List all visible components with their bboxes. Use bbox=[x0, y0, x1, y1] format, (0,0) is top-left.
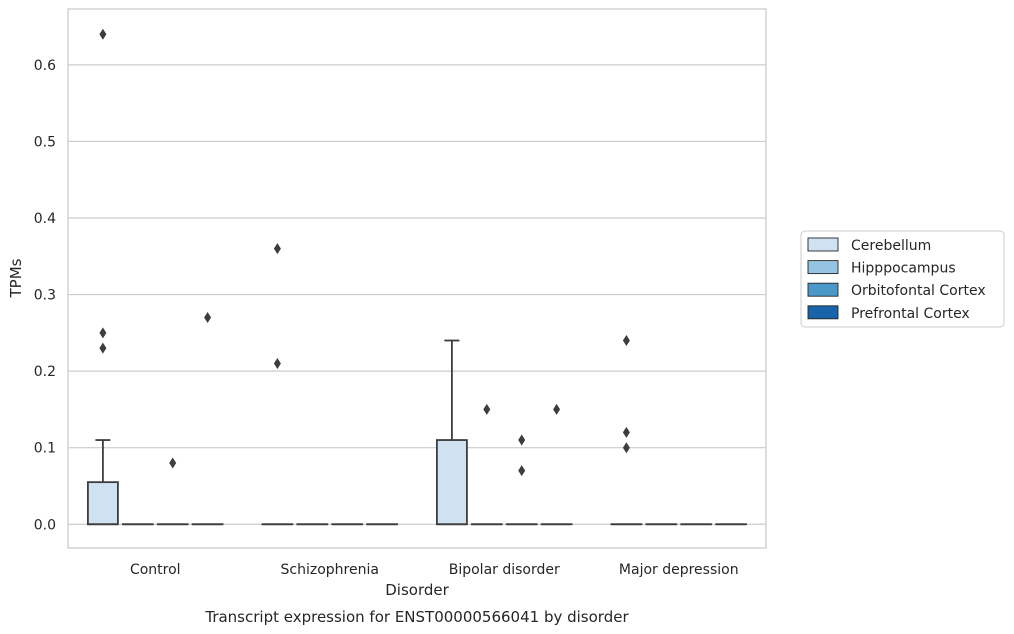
outlier-point bbox=[99, 28, 107, 40]
legend: Cerebellum Hipppocampus Orbitofontal Corte… bbox=[800, 230, 1005, 328]
outlier-point bbox=[169, 457, 177, 469]
x-tick-label: Schizophrenia bbox=[281, 562, 379, 578]
box-group bbox=[540, 403, 573, 526]
y-tick-label: 0.1 bbox=[34, 441, 56, 457]
plot-frame bbox=[67, 8, 767, 549]
legend-label: Orbitofontal Cortex bbox=[851, 283, 986, 299]
y-tick-label: 0.4 bbox=[34, 211, 56, 227]
box-group bbox=[610, 335, 643, 526]
box-group bbox=[86, 28, 119, 526]
x-tick-label: Bipolar disorder bbox=[449, 562, 560, 578]
y-tick-labels: 0.0 0.1 0.2 0.3 0.4 0.5 0.6 bbox=[34, 58, 56, 533]
outlier-point bbox=[622, 442, 630, 454]
outlier-point bbox=[483, 403, 491, 415]
y-axis-label: TPMs bbox=[7, 258, 25, 298]
legend-label: Hipppocampus bbox=[851, 261, 956, 277]
outlier-point bbox=[99, 327, 107, 339]
box bbox=[435, 439, 468, 526]
legend-label: Prefrontal Cortex bbox=[851, 306, 970, 322]
outlier-point bbox=[99, 342, 107, 354]
y-tick-label: 0.3 bbox=[34, 288, 56, 304]
x-axis-label: Disorder bbox=[385, 581, 449, 599]
legend-swatch bbox=[807, 282, 839, 297]
outlier-point bbox=[622, 426, 630, 438]
legend-swatch bbox=[807, 260, 839, 275]
legend-label: Cerebellum bbox=[851, 238, 931, 254]
box bbox=[86, 481, 119, 526]
box-group bbox=[470, 403, 503, 526]
y-tick-label: 0.6 bbox=[34, 58, 56, 74]
outlier-point bbox=[553, 403, 561, 415]
outlier-point bbox=[622, 335, 630, 347]
y-tick-label: 0.5 bbox=[34, 134, 56, 150]
box-group bbox=[191, 312, 224, 526]
box-group bbox=[156, 457, 189, 526]
x-tick-label: Control bbox=[130, 562, 181, 578]
y-tick-label: 0.0 bbox=[34, 517, 56, 533]
x-tick-label: Major depression bbox=[619, 562, 739, 578]
gridlines bbox=[68, 64, 766, 525]
chart-title: Transcript expression for ENST0000056604… bbox=[204, 608, 629, 626]
outlier-point bbox=[273, 357, 281, 369]
legend-frame bbox=[800, 230, 1005, 328]
box-group bbox=[435, 339, 468, 526]
legend-swatch bbox=[807, 237, 839, 252]
outlier-point bbox=[518, 434, 526, 446]
outlier-point bbox=[204, 312, 212, 324]
y-tick-label: 0.2 bbox=[34, 364, 56, 380]
x-tick-labels: Control Schizophrenia Bipolar disorder Majo… bbox=[130, 562, 739, 578]
outlier-point bbox=[273, 243, 281, 255]
outlier-point bbox=[518, 465, 526, 477]
box-group bbox=[261, 243, 294, 526]
box-series-group bbox=[86, 28, 748, 526]
box-group bbox=[505, 434, 538, 526]
legend-swatch bbox=[807, 305, 839, 320]
